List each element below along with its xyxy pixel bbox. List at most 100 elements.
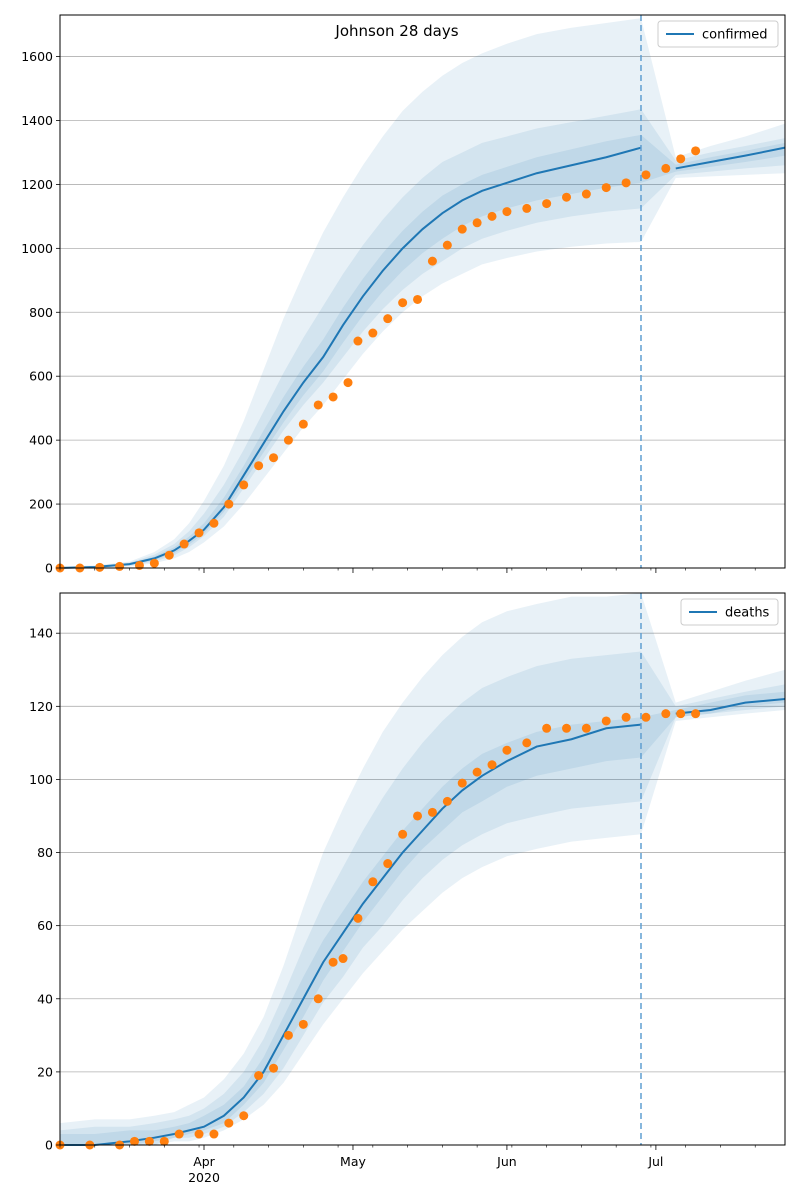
- observed-point: [368, 877, 378, 887]
- observed-point: [522, 203, 532, 213]
- observed-point: [224, 499, 234, 509]
- observed-point: [328, 957, 338, 967]
- observed-point: [601, 183, 611, 193]
- observed-point: [269, 1063, 279, 1073]
- observed-point: [427, 807, 437, 817]
- y-tick-label: 120: [29, 699, 53, 714]
- deaths-y-axis: 0 20 40 60 80 100 120 140: [29, 626, 60, 1153]
- y-tick-label: 600: [29, 369, 53, 384]
- legend-label: confirmed: [702, 28, 768, 43]
- observed-point: [383, 314, 393, 324]
- observed-point: [691, 146, 701, 156]
- deaths-legend: deaths: [680, 598, 779, 626]
- y-tick-label: 0: [45, 561, 53, 576]
- observed-point: [239, 1111, 249, 1121]
- observed-point: [542, 723, 552, 733]
- observed-point: [239, 480, 249, 490]
- observed-point: [398, 298, 408, 308]
- observed-point: [621, 712, 631, 722]
- uncertainty-band-2: [60, 109, 785, 569]
- observed-point: [95, 562, 105, 572]
- observed-point: [164, 550, 174, 560]
- observed-point: [581, 723, 591, 733]
- observed-point: [209, 1129, 219, 1139]
- confirmed-uncertainty-bands: [60, 18, 785, 569]
- observed-point: [502, 207, 512, 217]
- y-tick-label: 80: [37, 845, 53, 860]
- x-tick-label: Jun: [496, 1154, 517, 1169]
- observed-point: [194, 528, 204, 538]
- y-tick-label: 800: [29, 305, 53, 320]
- y-tick-label: 140: [29, 626, 53, 641]
- confirmed-observed-points: [55, 146, 701, 573]
- observed-point: [254, 461, 264, 471]
- uncertainty-band-1: [60, 593, 785, 1145]
- observed-point: [159, 1136, 169, 1146]
- observed-point: [487, 760, 497, 770]
- confirmed-axes-frame: [59, 14, 786, 569]
- observed-point: [353, 913, 363, 923]
- observed-point: [442, 796, 452, 806]
- observed-point: [209, 518, 219, 528]
- y-tick-label: 40: [37, 991, 53, 1006]
- confirmed-panel: 0 200 400 600 800 1000 1200 1400 1600 Johnson 28…: [21, 14, 786, 576]
- observed-point: [661, 709, 671, 719]
- chart-title: Johnson 28 days: [334, 22, 458, 40]
- model-line-segment-1: [59, 146, 642, 569]
- confirmed-model-line: [59, 146, 786, 569]
- observed-point: [522, 738, 532, 748]
- observed-point: [174, 1129, 184, 1139]
- observed-point: [254, 1071, 264, 1081]
- y-tick-label: 400: [29, 433, 53, 448]
- observed-point: [457, 778, 467, 788]
- y-tick-label: 60: [37, 918, 53, 933]
- y-tick-label: 200: [29, 497, 53, 512]
- x-tick-label: May: [340, 1154, 366, 1169]
- uncertainty-band-2: [60, 651, 785, 1145]
- observed-point: [328, 392, 338, 402]
- observed-point: [676, 154, 686, 164]
- observed-point: [413, 294, 423, 304]
- observed-point: [398, 829, 408, 839]
- uncertainty-band-1: [60, 18, 785, 568]
- observed-point: [487, 211, 497, 221]
- observed-point: [149, 558, 159, 568]
- observed-point: [676, 709, 686, 719]
- x-tick-year-label: 2020: [188, 1170, 220, 1185]
- observed-point: [134, 560, 144, 570]
- observed-point: [313, 400, 323, 410]
- observed-point: [298, 1019, 308, 1029]
- observed-point: [691, 709, 701, 719]
- y-tick-label: 1600: [21, 49, 53, 64]
- y-tick-label: 20: [37, 1064, 53, 1079]
- observed-point: [194, 1129, 204, 1139]
- observed-point: [298, 419, 308, 429]
- observed-point: [427, 256, 437, 266]
- observed-point: [129, 1136, 139, 1146]
- observed-point: [562, 192, 572, 202]
- observed-point: [562, 723, 572, 733]
- observed-point: [621, 178, 631, 188]
- observed-point: [353, 336, 363, 346]
- deaths-uncertainty-bands: [60, 593, 785, 1145]
- observed-point: [601, 716, 611, 726]
- observed-point: [472, 218, 482, 228]
- observed-point: [457, 224, 467, 234]
- legend-box: [680, 598, 779, 626]
- observed-point: [343, 378, 353, 388]
- observed-point: [115, 561, 125, 571]
- observed-point: [269, 453, 279, 463]
- observed-point: [383, 859, 393, 869]
- observed-point: [442, 240, 452, 250]
- model-line-segment-2: [675, 146, 786, 170]
- y-tick-label: 1000: [21, 241, 53, 256]
- y-tick-label: 1400: [21, 113, 53, 128]
- observed-point: [542, 199, 552, 209]
- observed-point: [283, 1030, 293, 1040]
- observed-point: [313, 994, 323, 1004]
- observed-point: [472, 767, 482, 777]
- observed-point: [502, 745, 512, 755]
- uncertainty-band-3: [60, 134, 785, 568]
